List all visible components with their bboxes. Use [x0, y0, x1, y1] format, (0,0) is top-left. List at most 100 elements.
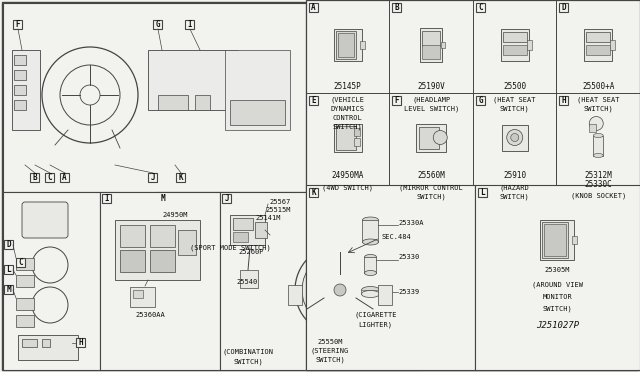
Bar: [133, 290, 143, 298]
Text: H: H: [562, 96, 566, 105]
Text: A: A: [311, 3, 316, 12]
Bar: [153, 20, 162, 29]
Text: F: F: [395, 96, 399, 105]
Bar: [527, 40, 532, 50]
Ellipse shape: [362, 291, 380, 298]
Bar: [216, 208, 240, 232]
Text: G: G: [478, 96, 483, 105]
Text: (AROUND VIEW: (AROUND VIEW: [532, 282, 583, 288]
Bar: [541, 220, 575, 260]
Bar: [309, 188, 318, 197]
Text: (HAZARD: (HAZARD: [500, 184, 530, 191]
Bar: [158, 194, 167, 203]
Bar: [220, 192, 420, 370]
Text: SEC.484: SEC.484: [382, 234, 412, 240]
Bar: [392, 96, 401, 105]
Text: I: I: [187, 20, 192, 29]
Bar: [336, 125, 356, 150]
Text: 25550M: 25550M: [317, 339, 343, 345]
Text: 25305M: 25305M: [545, 267, 570, 273]
Bar: [309, 96, 318, 105]
Text: G: G: [155, 20, 160, 29]
Text: LEVEL SWITCH): LEVEL SWITCH): [404, 106, 459, 112]
Text: 24950MA: 24950MA: [332, 171, 364, 180]
Text: 25515M: 25515M: [265, 207, 291, 213]
Bar: [475, 185, 640, 370]
Bar: [392, 3, 401, 12]
Circle shape: [433, 131, 447, 144]
Bar: [416, 124, 446, 151]
Bar: [354, 128, 360, 135]
Ellipse shape: [365, 270, 376, 276]
Text: (HEAT SEAT: (HEAT SEAT: [577, 97, 620, 103]
Text: 25312M: 25312M: [584, 171, 612, 180]
Bar: [16, 298, 34, 310]
Bar: [255, 222, 267, 238]
Text: 25190V: 25190V: [417, 81, 445, 90]
Bar: [503, 32, 527, 42]
Bar: [13, 20, 22, 29]
Bar: [503, 45, 527, 55]
Bar: [4, 285, 13, 294]
Text: (KNOB SOCKET): (KNOB SOCKET): [571, 192, 626, 199]
Bar: [16, 258, 25, 267]
Bar: [306, 0, 640, 370]
Text: 25141M: 25141M: [255, 215, 280, 221]
Ellipse shape: [362, 217, 378, 223]
Bar: [354, 138, 360, 145]
Bar: [156, 192, 306, 258]
Bar: [365, 257, 376, 273]
Circle shape: [295, 245, 385, 335]
Text: J251027P: J251027P: [536, 321, 579, 330]
Text: C: C: [47, 173, 52, 182]
Bar: [14, 85, 26, 95]
Bar: [422, 31, 440, 46]
Bar: [195, 95, 210, 110]
Text: 25540: 25540: [236, 279, 257, 285]
Text: (VEHICLE: (VEHICLE: [331, 97, 365, 103]
Bar: [309, 3, 318, 12]
Bar: [222, 194, 231, 203]
Bar: [238, 220, 244, 228]
Ellipse shape: [593, 134, 604, 138]
Text: 25567: 25567: [269, 199, 291, 205]
Bar: [16, 315, 34, 327]
Bar: [478, 188, 487, 197]
Bar: [543, 222, 568, 258]
Text: 25360AA: 25360AA: [135, 312, 165, 318]
Ellipse shape: [365, 254, 376, 260]
Text: (4WD SWITCH): (4WD SWITCH): [323, 184, 373, 191]
Bar: [586, 32, 611, 42]
Bar: [14, 55, 26, 65]
Bar: [130, 287, 155, 307]
Bar: [362, 220, 378, 242]
Text: I: I: [104, 194, 109, 203]
Text: MONITOR: MONITOR: [543, 294, 572, 300]
Bar: [176, 173, 185, 182]
Text: B: B: [395, 3, 399, 12]
Text: 25500+A: 25500+A: [582, 81, 614, 90]
Circle shape: [302, 252, 378, 328]
Text: (MIRROR CONTROL: (MIRROR CONTROL: [399, 184, 463, 191]
Text: 25330C: 25330C: [584, 180, 612, 189]
Bar: [240, 270, 258, 288]
Bar: [559, 96, 568, 105]
Bar: [476, 96, 485, 105]
Bar: [476, 3, 485, 12]
Circle shape: [507, 129, 523, 145]
Text: SWITCH): SWITCH): [500, 193, 530, 200]
Text: B: B: [32, 173, 37, 182]
Text: (COMBINATION: (COMBINATION: [223, 349, 273, 355]
Text: 25339: 25339: [399, 289, 420, 295]
Text: C: C: [18, 258, 23, 267]
Text: 25330A: 25330A: [399, 220, 424, 226]
Bar: [14, 70, 26, 80]
Text: (HEAT SEAT: (HEAT SEAT: [493, 97, 536, 103]
Bar: [3, 192, 100, 370]
Bar: [16, 258, 34, 270]
Text: CONTROL: CONTROL: [333, 115, 363, 121]
Ellipse shape: [593, 154, 604, 157]
Bar: [42, 339, 50, 347]
Bar: [100, 192, 220, 370]
Text: DYNAMICS: DYNAMICS: [331, 106, 365, 112]
